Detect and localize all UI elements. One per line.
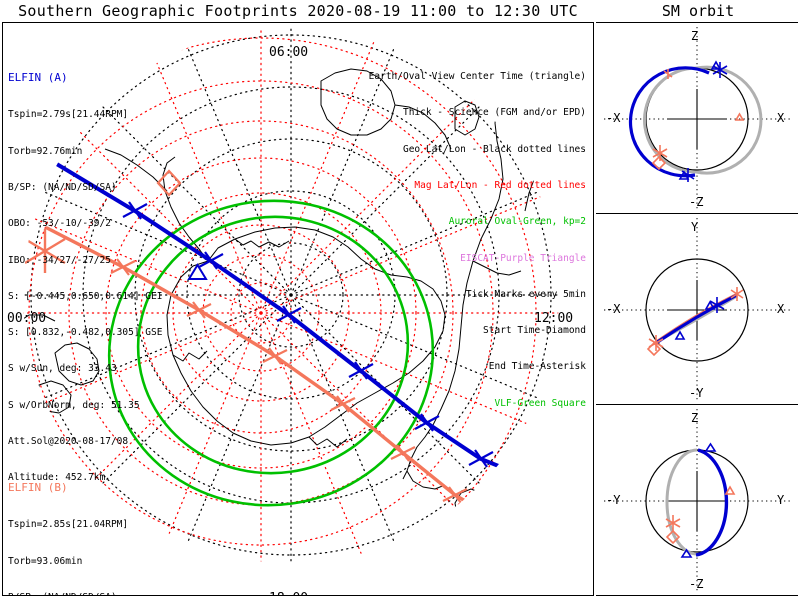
sm-orbit-column: Z -X X -Z bbox=[596, 22, 798, 596]
clock-label-left: 00:00 bbox=[7, 311, 47, 326]
sm-panel-yz[interactable]: Z -Y Y -Z bbox=[596, 404, 798, 596]
sm-panel-yz-graphics bbox=[604, 409, 790, 593]
sm-yz-axis-left: -Y bbox=[606, 493, 621, 507]
clock-label-right: 12:00 bbox=[534, 311, 574, 326]
elfin-a-header: ELFIN (A) bbox=[8, 71, 68, 85]
legend-item-start-time: Start Time-Diamond bbox=[483, 325, 586, 337]
map-disk bbox=[23, 27, 559, 563]
legend-item-vlf: VLF-Green Square bbox=[494, 397, 586, 409]
elfin-a-line-6: S: [0.832,-0.482,0.305] GSE bbox=[8, 327, 163, 339]
elfin-a-line-4: IBO: -34/27/-27/25 bbox=[8, 254, 111, 266]
sm-xy-axis-bottom: -Y bbox=[689, 386, 704, 400]
elfin-b-line-2: B/SP: (NA/ND/SD/SA) bbox=[8, 592, 168, 595]
page-title: Southern Geographic Footprints 2020-08-1… bbox=[18, 2, 578, 20]
elfin-a-line-5: S: [-0.445,0.650,0.614] GEI bbox=[8, 290, 163, 302]
sm-panel-xz[interactable]: Z -X X -Z bbox=[596, 22, 798, 213]
elfin-a-line-0: Tspin=2.79s[21.44RPM] bbox=[8, 109, 129, 121]
sm-xy-axis-top: Y bbox=[691, 220, 699, 234]
view-center-triangle bbox=[187, 263, 208, 280]
legend-item-tick-marks: Tick Marks every 5min bbox=[465, 288, 586, 300]
elfin-a-line-9: Att.Sol@2020-08-17/08 bbox=[8, 435, 129, 447]
legend-item-auroral-oval: Auroral Oval-Green, kp=2 bbox=[448, 216, 586, 228]
elfin-a-line-2: B/SP: (NA/ND/SD/SA) bbox=[8, 181, 117, 193]
elfin-b-header: ELFIN (B) bbox=[8, 481, 68, 495]
legend-item-mag-latlon: Mag Lat/Lon - Red dotted lines bbox=[414, 180, 586, 192]
geographic-footprint-map[interactable]: ELFIN (A) Tspin=2.79s[21.44RPM] Torb=92.… bbox=[2, 22, 594, 596]
sm-xy-axis-right: X bbox=[777, 302, 785, 316]
geo-graticule bbox=[23, 27, 559, 563]
elfin-b-start-diamond bbox=[156, 169, 182, 197]
map-legend: Earth/Oval View Center Time (triangle) T… bbox=[369, 47, 586, 434]
legend-item-eiscat: EISCAT-Purple Triangle bbox=[460, 252, 586, 264]
elfin-b-track bbox=[24, 169, 505, 525]
elfin-b-line-0: Tspin=2.85s[21.04RPM] bbox=[8, 519, 129, 531]
elfin-b-tick-marks bbox=[110, 258, 468, 504]
elfin-a-line-3: OBO: -53/-10/-39/2 bbox=[8, 218, 111, 230]
sm-panel-xy-graphics bbox=[604, 218, 790, 401]
elfin-a-info-block: ELFIN (A) Tspin=2.79s[21.44RPM] Torb=92.… bbox=[8, 47, 162, 508]
sm-yz-axis-right: Y bbox=[777, 493, 785, 507]
clock-label-bottom: 18:00 bbox=[269, 591, 308, 595]
sm-panel-xz-graphics bbox=[604, 27, 790, 210]
sm-xy-axis-left: -X bbox=[606, 302, 621, 316]
elfin-a-line-8: S w/OrbNorm, deg: 51.35 bbox=[8, 399, 140, 411]
sm-xz-axis-top: Z bbox=[691, 29, 699, 43]
map-graphics bbox=[23, 27, 559, 563]
sm-yz-axis-bottom: -Z bbox=[689, 577, 704, 591]
elfin-b-info-block: ELFIN (B) Tspin=2.85s[21.04RPM] Torb=93.… bbox=[8, 457, 168, 595]
auroral-oval bbox=[107, 199, 435, 507]
elfin-a-line-7: S w/Sun, deg: 33.43 bbox=[8, 363, 117, 375]
legend-item-geo-latlon: Geo Lat/Lon - Black dotted lines bbox=[402, 143, 586, 155]
elfin-a-line-1: Torb=92.76min bbox=[8, 145, 83, 157]
legend-item-thick-science: Thick - Science (FGM and/or EPD) bbox=[402, 107, 586, 119]
elfin-b-end-asterisk bbox=[24, 229, 66, 273]
credits-block: Tsyganenko-1996 Created: Tue Jan 24 08:3… bbox=[407, 579, 593, 595]
legend-item-view-center: Earth/Oval View Center Time (triangle) bbox=[368, 71, 586, 83]
legend-item-end-time: End Time-Asterisk bbox=[488, 361, 586, 373]
sm-panel-xy[interactable]: Y -X X -Y bbox=[596, 213, 798, 404]
elfin-b-line-1: Torb=93.06min bbox=[8, 555, 83, 567]
clock-label-top: 06:00 bbox=[269, 45, 309, 60]
sm-xz-axis-right: X bbox=[777, 111, 785, 125]
elfin-a-line-10: Altitude: 452.7km bbox=[8, 472, 106, 484]
sm-yz-axis-top: Z bbox=[691, 411, 699, 425]
sm-xz-axis-left: -X bbox=[606, 111, 621, 125]
sm-orbit-panel-title: SM orbit bbox=[661, 2, 735, 20]
sm-xz-axis-bottom: -Z bbox=[689, 195, 704, 209]
